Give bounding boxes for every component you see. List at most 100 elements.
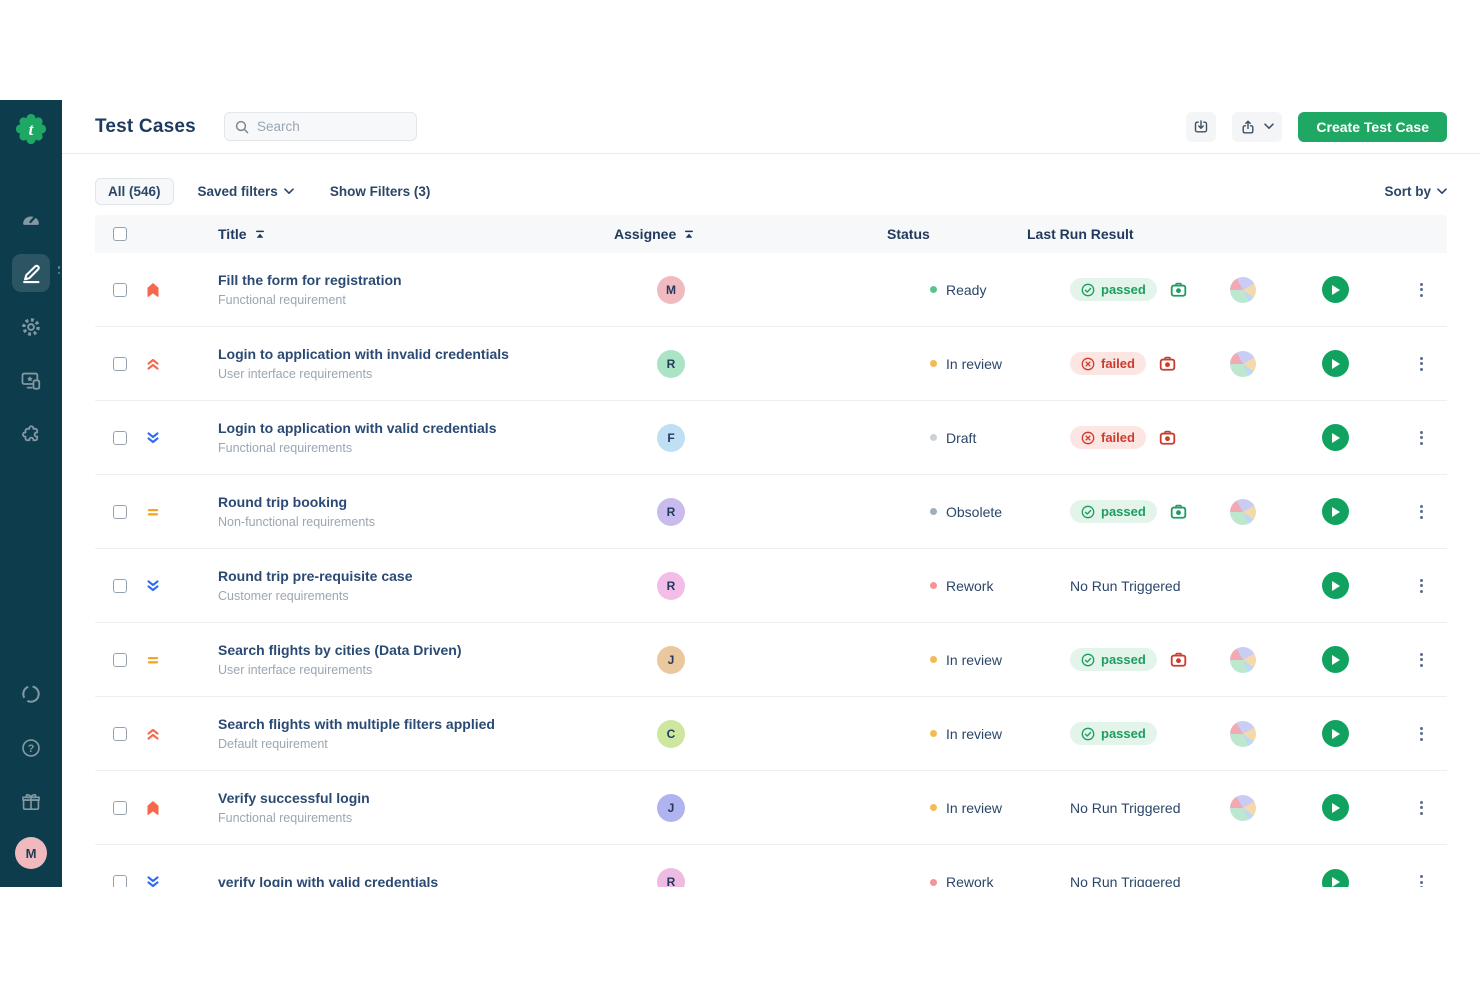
assignee-header-label: Assignee [614, 226, 677, 242]
table-row: Login to application with valid credenti… [95, 401, 1447, 475]
puzzle-icon [20, 424, 42, 446]
drag-handle-icon[interactable] [57, 266, 60, 274]
search-input[interactable] [256, 119, 406, 134]
row-checkbox[interactable] [113, 578, 127, 593]
run-test-button[interactable] [1321, 646, 1349, 673]
test-case-title[interactable]: Round trip pre-requisite case [218, 568, 413, 584]
run-result-badge: passed [1070, 278, 1157, 301]
status-dot [930, 360, 937, 367]
sidebar-item-help[interactable]: ? [12, 729, 50, 767]
column-header-last-run: Last Run Result [1027, 226, 1134, 242]
test-case-title[interactable]: Login to application with invalid creden… [218, 346, 509, 362]
run-results-pie-icon[interactable] [1230, 276, 1256, 303]
assignee-avatar: R [657, 349, 685, 378]
run-test-button[interactable] [1321, 350, 1349, 377]
status-dot [930, 286, 937, 293]
testsigma-logo-icon[interactable]: t [14, 112, 48, 146]
row-checkbox[interactable] [113, 282, 127, 297]
create-test-case-button[interactable]: Create Test Case [1298, 111, 1447, 142]
chevron-down-icon [284, 187, 294, 194]
run-result-badge: passed [1070, 722, 1157, 745]
row-menu-kebab[interactable] [1416, 427, 1427, 449]
saved-filters-label: Saved filters [197, 183, 278, 199]
run-test-button[interactable] [1321, 572, 1349, 599]
sidebar-item-addons[interactable] [12, 416, 50, 454]
sidebar-item-rewards[interactable] [12, 783, 50, 821]
show-filters-button[interactable]: Show Filters (3) [330, 184, 431, 199]
select-all-checkbox[interactable] [113, 227, 127, 241]
row-menu-kebab[interactable] [1416, 723, 1427, 745]
test-case-title[interactable]: Fill the form for registration [218, 272, 402, 288]
test-case-title[interactable]: Search flights with multiple filters app… [218, 716, 495, 732]
run-test-button[interactable] [1321, 720, 1349, 747]
tab-all[interactable]: All (546) [95, 177, 174, 205]
row-menu-kebab[interactable] [1416, 871, 1427, 887]
run-results-pie-icon[interactable] [1230, 720, 1256, 747]
sidebar-item-test-cases[interactable] [12, 254, 60, 292]
run-test-button[interactable] [1321, 498, 1349, 525]
row-checkbox[interactable] [113, 875, 127, 887]
row-menu-kebab[interactable] [1416, 279, 1427, 301]
test-case-title[interactable]: Verify successful login [218, 790, 370, 806]
test-case-title[interactable]: Search flights by cities (Data Driven) [218, 642, 462, 658]
row-checkbox[interactable] [113, 504, 127, 519]
row-menu-kebab[interactable] [1416, 649, 1427, 671]
sidebar-item-sync[interactable] [12, 675, 50, 713]
sidebar: t [0, 100, 62, 887]
recording-camera-icon[interactable] [1159, 355, 1176, 372]
row-checkbox[interactable] [113, 652, 127, 667]
row-menu-kebab[interactable] [1416, 353, 1427, 375]
table-row: Search flights by cities (Data Driven) U… [95, 623, 1447, 697]
run-results-pie-icon[interactable] [1230, 794, 1256, 821]
test-case-title[interactable]: Login to application with valid credenti… [218, 420, 497, 436]
row-checkbox[interactable] [113, 356, 127, 371]
requirement-type-label: Functional requirements [218, 811, 353, 825]
sidebar-item-test-lab[interactable] [12, 362, 50, 400]
user-avatar[interactable]: M [15, 837, 47, 869]
gear-icon [20, 316, 42, 338]
row-checkbox[interactable] [113, 430, 127, 445]
assignee-avatar: R [657, 868, 685, 887]
table-row: Round trip pre-requisite case Customer r… [95, 549, 1447, 623]
run-results-pie-icon[interactable] [1230, 498, 1256, 525]
export-button[interactable] [1232, 111, 1283, 142]
table-header-row: Title Assignee Status Last Run Result [95, 215, 1447, 253]
run-test-button[interactable] [1321, 794, 1349, 821]
row-checkbox[interactable] [113, 726, 127, 741]
row-menu-kebab[interactable] [1416, 501, 1427, 523]
chevron-down-icon [1264, 123, 1275, 130]
recording-camera-icon[interactable] [1159, 429, 1176, 446]
run-test-button[interactable] [1321, 424, 1349, 451]
column-header-assignee[interactable]: Assignee [614, 226, 695, 242]
import-icon [1193, 119, 1209, 135]
table-row: verify login with valid credentials R Re… [95, 845, 1447, 887]
x-circle-icon [1081, 357, 1095, 370]
filter-bar: All (546) Saved filters Show Filters (3)… [62, 177, 1480, 205]
recording-camera-icon[interactable] [1170, 651, 1187, 668]
requirement-type-label: Functional requirement [218, 293, 346, 307]
sidebar-item-settings[interactable] [12, 308, 50, 346]
row-checkbox[interactable] [113, 800, 127, 815]
recording-camera-icon[interactable] [1170, 281, 1187, 298]
row-menu-kebab[interactable] [1416, 797, 1427, 819]
recording-camera-icon[interactable] [1170, 503, 1187, 520]
assignee-avatar: C [657, 719, 685, 748]
sort-by-dropdown[interactable]: Sort by [1384, 184, 1447, 199]
sync-icon [20, 683, 42, 705]
run-results-pie-icon[interactable] [1230, 350, 1256, 377]
status-dot [930, 656, 937, 663]
column-header-title[interactable]: Title [218, 226, 614, 242]
table-row: Login to application with invalid creden… [95, 327, 1447, 401]
test-case-title[interactable]: Round trip booking [218, 494, 348, 510]
search-box[interactable] [223, 112, 417, 141]
run-results-pie-icon[interactable] [1230, 646, 1256, 673]
status-label: In review [946, 799, 1003, 816]
run-test-button[interactable] [1321, 276, 1349, 303]
row-menu-kebab[interactable] [1416, 575, 1427, 597]
import-button[interactable] [1186, 111, 1217, 142]
test-case-title[interactable]: verify login with valid credentials [218, 874, 439, 887]
saved-filters-dropdown[interactable]: Saved filters [198, 184, 294, 199]
sidebar-item-dashboard[interactable] [12, 200, 50, 238]
sort-icon [685, 230, 694, 238]
run-test-button[interactable] [1321, 868, 1349, 887]
